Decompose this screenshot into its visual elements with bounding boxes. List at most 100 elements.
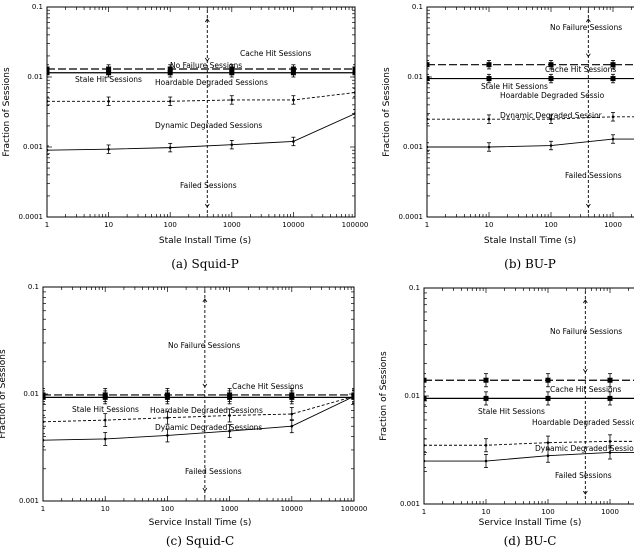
arrow-head (202, 487, 208, 492)
series-line (427, 116, 634, 120)
series-label: Dynamic Degraded Sessior (500, 111, 603, 120)
data-marker (167, 70, 173, 76)
region-label: Failed Sessions (555, 471, 612, 480)
x-tick-label: 10 (104, 221, 113, 229)
x-tick-label: 100 (164, 221, 177, 229)
data-marker (483, 395, 489, 401)
data-marker (43, 420, 45, 424)
arrow-head (202, 383, 208, 388)
x-tick-label: 10 (482, 508, 491, 516)
data-marker (353, 91, 355, 94)
y-tick-label: 0.001 (403, 143, 423, 151)
y-tick-label: 0.0001 (19, 213, 44, 221)
data-marker (487, 117, 491, 121)
x-tick-label: 1000 (221, 505, 239, 513)
y-tick-label: 0.01 (407, 73, 423, 81)
data-marker (43, 394, 46, 400)
data-marker (289, 394, 295, 400)
y-axis-label: Fraction of Sessions (2, 67, 12, 157)
x-tick-label: 100 (541, 508, 554, 516)
subplot-caption: (c) Squid-C (166, 534, 234, 548)
data-marker (546, 441, 550, 444)
series-label: Dynamic Degraded Session (535, 444, 634, 453)
data-marker (352, 395, 354, 398)
region-label: Failed Sessions (185, 467, 242, 476)
data-marker (106, 70, 112, 76)
x-axis-label: Stale Install Time (s) (484, 236, 576, 246)
x-tick-label: 100000 (341, 505, 368, 513)
series-label: Hoardable Degraded Sessio (500, 91, 605, 100)
x-tick-label: 100 (544, 221, 557, 229)
data-marker (103, 437, 107, 441)
series-label: Stale Hit Sessions (75, 75, 142, 84)
x-axis-label: Stale Install Time (s) (159, 236, 251, 246)
data-marker (230, 143, 234, 146)
y-tick-label: 0.01 (27, 73, 43, 81)
plot-area (47, 64, 355, 155)
data-marker (168, 99, 172, 103)
data-marker (164, 394, 170, 400)
data-marker (290, 424, 294, 428)
data-marker (611, 115, 615, 119)
x-tick-label: 100000 (342, 221, 369, 229)
series-label: Hoardable Degraded Sessior (532, 418, 634, 427)
arrow-head (202, 298, 208, 303)
data-marker (47, 66, 50, 72)
data-marker (290, 70, 296, 76)
data-marker (549, 117, 553, 121)
y-tick-label: 0.1 (412, 3, 423, 11)
data-marker (424, 443, 426, 447)
data-marker (607, 377, 613, 383)
series-line (424, 452, 634, 462)
region-label: No Failure Sessions (550, 23, 622, 32)
arrow-head (585, 203, 591, 208)
series-label: Stale Hit Sessions (481, 82, 548, 91)
x-tick-label: 1 (41, 505, 45, 513)
region-label: Failed Sessions (565, 171, 622, 180)
data-marker (47, 99, 49, 103)
subplot-2: 0.0001 0.001 0.01 0.1 1 10 100 1000 Stale Instal… (382, 3, 634, 271)
x-axis-label: Service Install Time (s) (149, 518, 252, 528)
data-marker (610, 76, 616, 82)
plot-frame (426, 6, 634, 218)
data-marker (546, 454, 550, 458)
data-marker (166, 416, 169, 420)
y-tick-label: 0.01 (404, 392, 420, 400)
data-marker (353, 112, 355, 115)
data-marker (229, 70, 235, 76)
data-marker (487, 145, 491, 149)
data-marker (107, 99, 110, 103)
x-tick-label: 1000 (604, 221, 622, 229)
data-marker (292, 140, 295, 143)
arrow-head (204, 57, 210, 62)
data-marker (43, 438, 45, 442)
subplot-caption: (d) BU-C (504, 534, 557, 548)
data-marker (427, 62, 430, 68)
y-tick-label: 0.001 (19, 497, 39, 505)
data-marker (486, 62, 492, 68)
series-line (47, 113, 355, 151)
x-tick-label: 1 (425, 221, 429, 229)
y-tick-label: 0.001 (400, 500, 420, 508)
x-tick-label: 1000 (601, 508, 619, 516)
data-marker (227, 394, 233, 400)
data-marker (166, 434, 169, 437)
region-label: No Failure Sessions (168, 341, 240, 350)
data-marker (352, 70, 355, 76)
series-label: Stale Hit Sessions (72, 405, 139, 414)
plot-area (424, 373, 634, 468)
data-marker (103, 418, 107, 422)
plot-area (43, 388, 354, 448)
x-tick-label: 1 (45, 221, 49, 229)
y-tick-label: 0.01 (23, 390, 39, 398)
data-marker (292, 98, 295, 102)
region-label: Failed Sessions (180, 181, 237, 190)
y-axis-label: Fraction of Sessions (0, 349, 8, 439)
series-label: Hoardable Degraded Sessions (155, 78, 268, 87)
data-marker (607, 395, 613, 401)
arrow-head (585, 53, 591, 58)
x-tick-label: 10000 (281, 505, 303, 513)
series-line (424, 440, 634, 446)
